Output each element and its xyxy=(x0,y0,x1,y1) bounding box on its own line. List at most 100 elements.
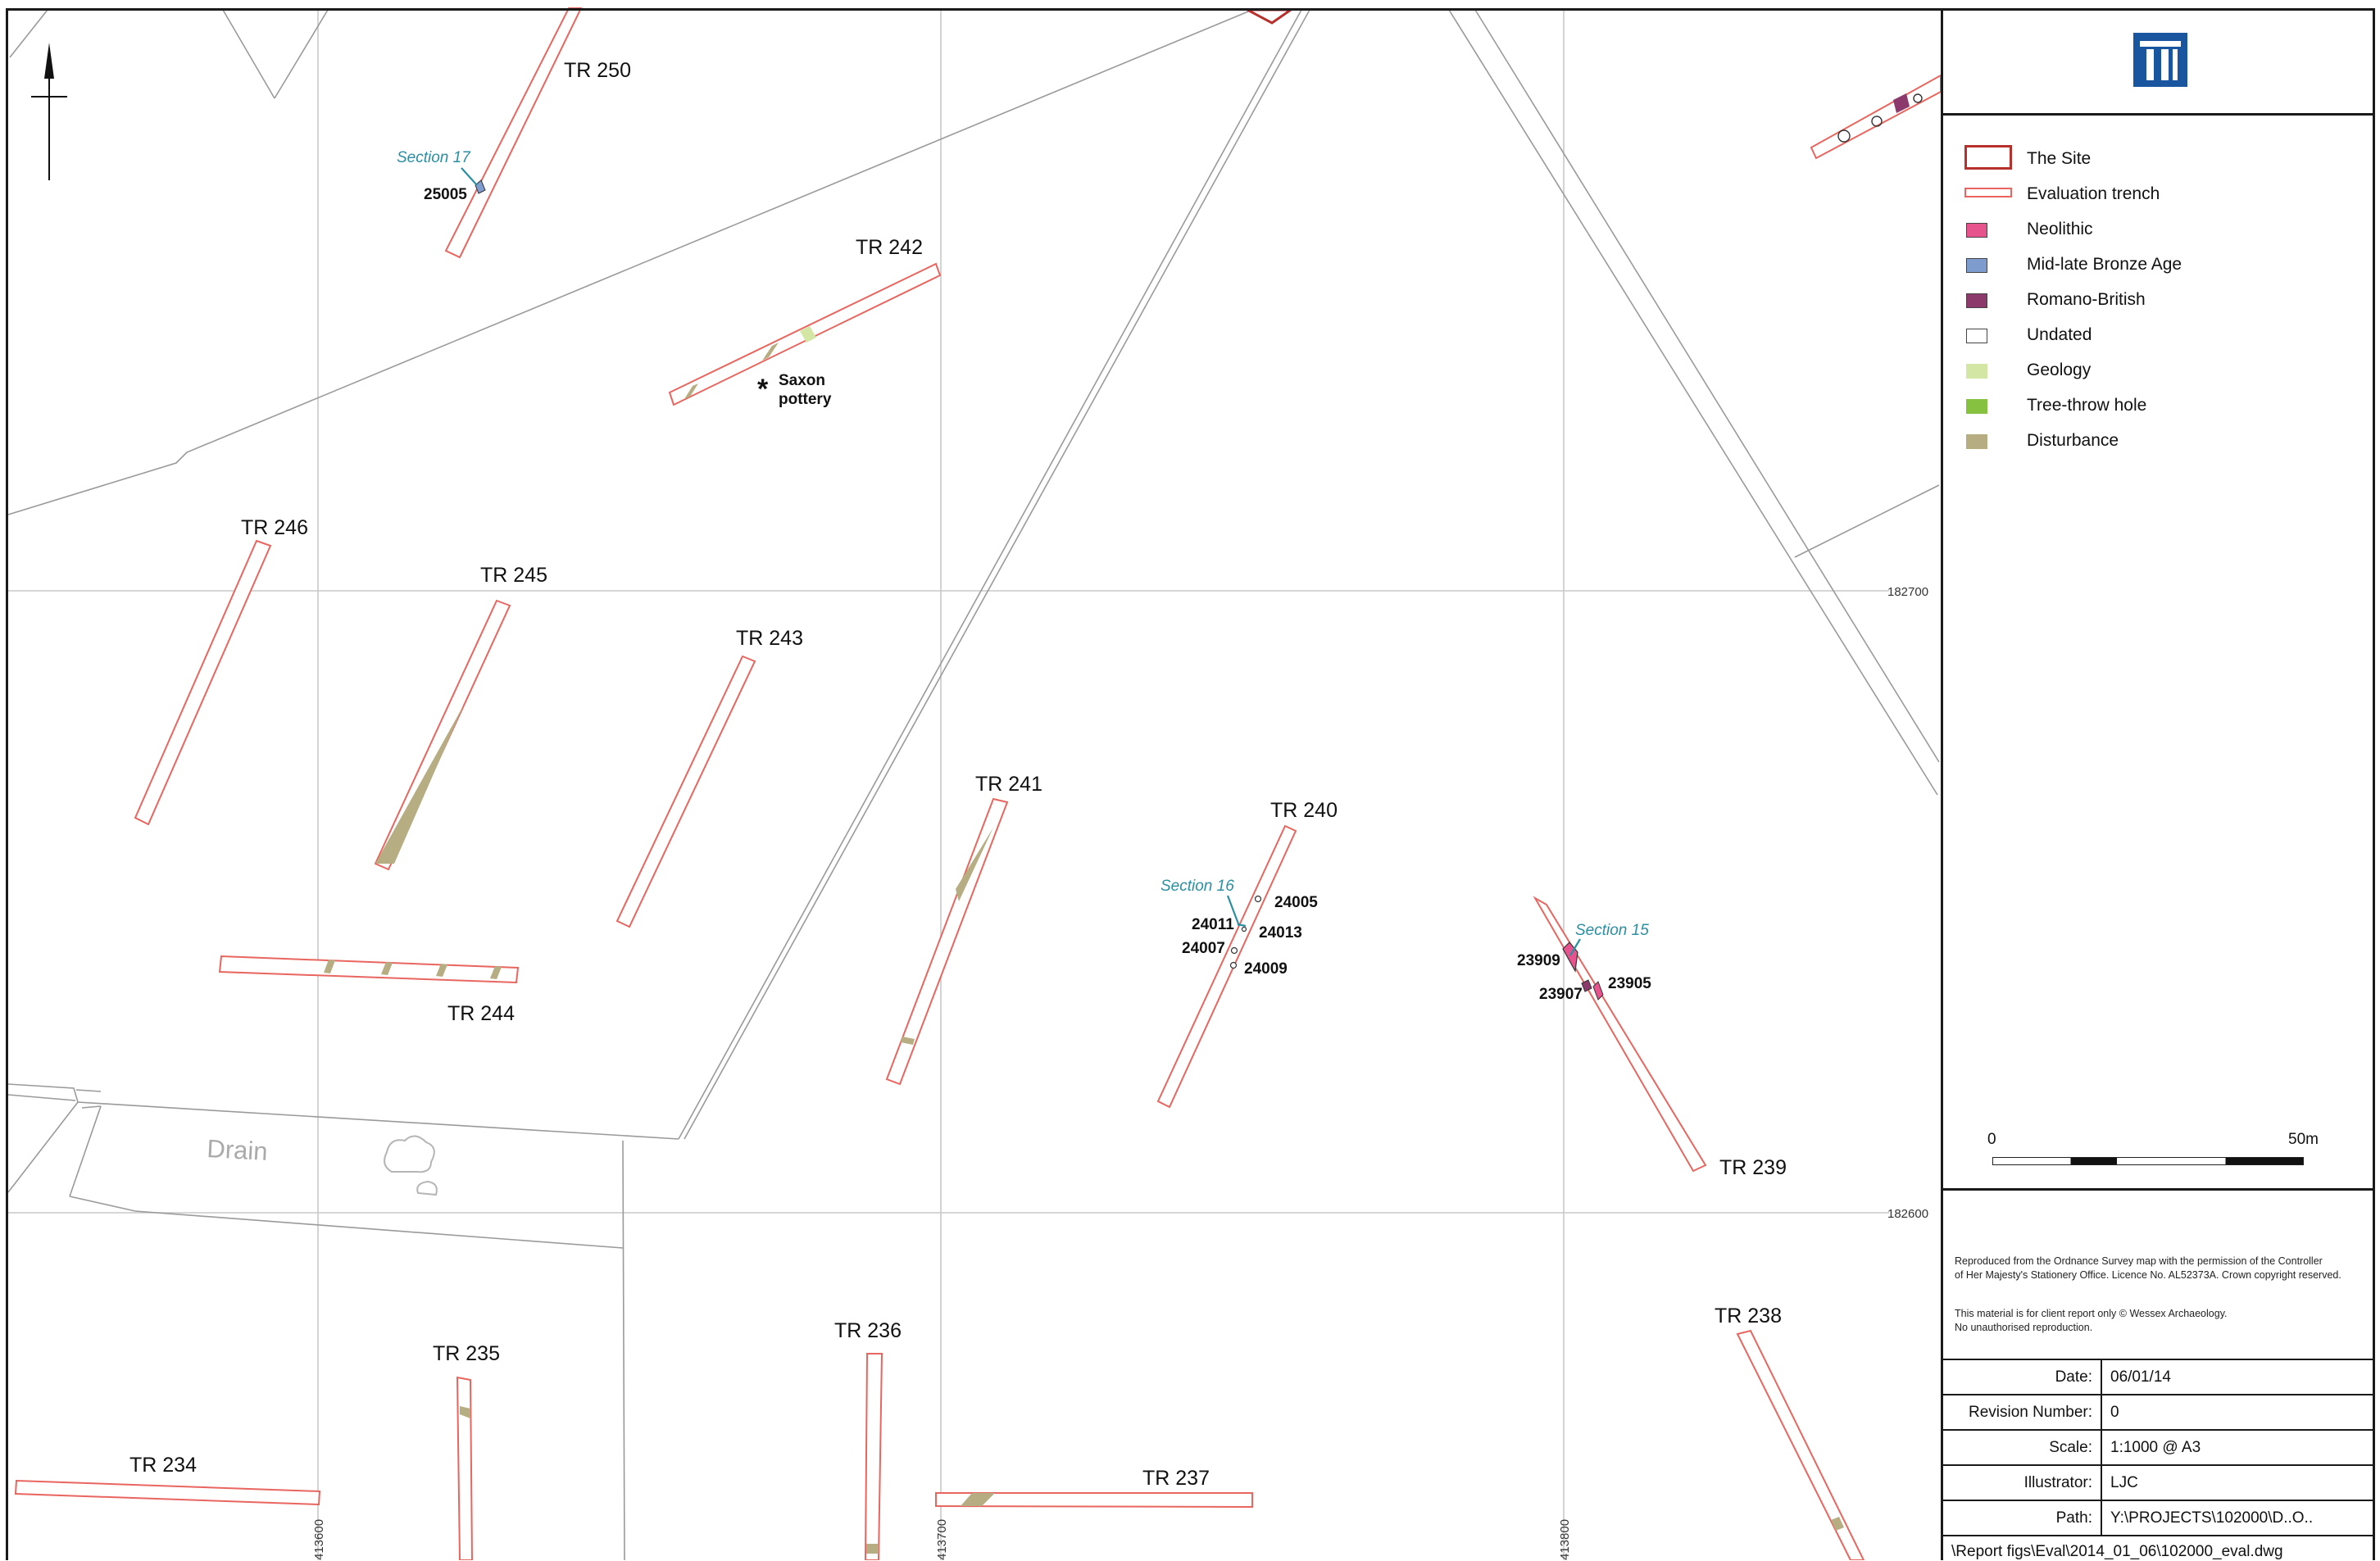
path-label: Path: xyxy=(1943,1500,2102,1536)
scale-bar: 0 50m xyxy=(1987,1131,2319,1180)
find-label-pottery: pottery xyxy=(779,391,832,408)
drain-label: Drain xyxy=(207,1134,269,1166)
path-continuation: \Report figs\Eval\2014_01_06\102000_eval… xyxy=(1951,1543,2283,1560)
info-row-date: Date: 06/01/14 xyxy=(1943,1360,2375,1395)
grid-lines xyxy=(8,8,1889,1560)
section-label-17: Section 17 xyxy=(397,149,471,166)
feature-24007 xyxy=(1230,946,1238,955)
scale-label: Scale: xyxy=(1943,1430,2102,1466)
site-boundary xyxy=(1247,8,1295,25)
client-line: No unauthorised reproduction. xyxy=(1955,1322,2093,1333)
trench-tr236 xyxy=(864,1353,883,1560)
undated-features-ne xyxy=(1837,93,1923,143)
feature-label-24005: 24005 xyxy=(1274,894,1318,911)
legend-label: The Site xyxy=(2027,149,2092,168)
trench-label-tr243: TR 243 xyxy=(736,627,803,650)
trench-label-tr236: TR 236 xyxy=(834,1319,902,1342)
revision-value: 0 xyxy=(2101,1395,2375,1431)
scale-max-label: 50m xyxy=(2288,1131,2319,1148)
trench-label-tr234: TR 234 xyxy=(129,1454,197,1477)
disturbance-patches xyxy=(324,343,1844,1554)
feature-label-24007: 24007 xyxy=(1182,940,1225,957)
trench-label-tr239: TR 239 xyxy=(1719,1156,1787,1179)
find-label-saxon: Saxon xyxy=(779,372,825,389)
trench-tr240 xyxy=(1156,824,1297,1109)
site-boundary-swatch xyxy=(1964,145,2012,170)
tree-throw-swatch xyxy=(1966,399,1987,414)
trench-swatch xyxy=(1964,188,2012,197)
feature-label-23907: 23907 xyxy=(1539,986,1583,1003)
feature-label-25005: 25005 xyxy=(424,186,467,203)
trench-label-tr235: TR 235 xyxy=(433,1342,500,1365)
trench-tr234 xyxy=(14,1479,321,1506)
logo-area xyxy=(1943,8,2375,116)
scale-value: 1:1000 @ A3 xyxy=(2101,1430,2375,1466)
feature-25005 xyxy=(475,179,486,194)
legend-label: Disturbance xyxy=(2027,431,2119,450)
info-row-illustrator: Illustrator: LJC xyxy=(1943,1465,2375,1501)
client-line: This material is for client report only … xyxy=(1955,1308,2228,1319)
trench-tr235 xyxy=(456,1376,474,1560)
drawing-info-table: Date: 06/01/14 Revision Number: 0 Scale:… xyxy=(1943,1360,2375,1536)
feature-24009 xyxy=(1229,961,1238,969)
trench-label-tr242: TR 242 xyxy=(856,236,923,259)
basemap-boundaries xyxy=(7,9,1940,1560)
feature-label-24009: 24009 xyxy=(1244,960,1288,978)
trench-label-tr240: TR 240 xyxy=(1270,799,1338,822)
trench-tr239 xyxy=(1533,896,1707,1173)
copyright-line: of Her Majesty's Stationery Office. Lice… xyxy=(1955,1269,2341,1281)
bronze-age-swatch xyxy=(1966,258,1987,273)
tree-symbols xyxy=(384,1135,438,1196)
scale-min-label: 0 xyxy=(1987,1131,1996,1148)
find-marker-star: * xyxy=(757,374,769,405)
info-row-scale: Scale: 1:1000 @ A3 xyxy=(1943,1430,2375,1466)
geology-patch xyxy=(800,326,816,343)
illustrator-label: Illustrator: xyxy=(1943,1465,2102,1501)
trench-tr243 xyxy=(615,655,756,928)
trench-label-tr246: TR 246 xyxy=(241,516,308,539)
legend-label: Undated xyxy=(2027,325,2092,344)
romano-british-feature-ne xyxy=(1893,93,1910,113)
romano-british-swatch xyxy=(1966,293,1987,308)
date-label: Date: xyxy=(1943,1360,2102,1395)
trench-tr245 xyxy=(374,599,511,871)
easting-label-413800: 413800 xyxy=(1558,1519,1572,1560)
feature-24013 xyxy=(1241,926,1247,933)
info-row-revision: Revision Number: 0 xyxy=(1943,1395,2375,1431)
os-copyright-text: Reproduced from the Ordnance Survey map … xyxy=(1955,1255,2364,1282)
north-arrow xyxy=(31,43,67,180)
trench-label-tr244: TR 244 xyxy=(447,1002,515,1025)
northing-label-182600: 182600 xyxy=(1887,1207,1928,1221)
legend-label: Neolithic xyxy=(2027,220,2093,238)
feature-label-23905: 23905 xyxy=(1608,975,1651,992)
neolithic-swatch xyxy=(1966,223,1987,238)
northing-label-182700: 182700 xyxy=(1887,585,1928,599)
trench-tr244 xyxy=(218,955,520,984)
revision-label: Revision Number: xyxy=(1943,1395,2102,1431)
undated-swatch xyxy=(1966,329,1987,343)
legend-label: Evaluation trench xyxy=(2027,184,2160,203)
disturbance-swatch xyxy=(1966,434,1987,449)
path-value: Y:\PROJECTS\102000\D..O.. xyxy=(2101,1500,2375,1536)
feature-23905 xyxy=(1592,981,1604,1001)
trench-label-tr245: TR 245 xyxy=(480,564,547,587)
legend-label: Tree-throw hole xyxy=(2027,396,2147,415)
feature-24005 xyxy=(1254,895,1262,903)
legend-label: Mid-late Bronze Age xyxy=(2027,255,2182,274)
feature-23907 xyxy=(1581,979,1592,992)
illustrator-value: LJC xyxy=(2101,1465,2375,1501)
geology-swatch xyxy=(1966,364,1987,379)
easting-label-413600: 413600 xyxy=(312,1519,326,1560)
wessex-archaeology-logo xyxy=(2133,33,2187,87)
trench-tr237 xyxy=(935,1492,1253,1509)
site-plan-map: 182700 182600 413600 413700 413800 TR 25… xyxy=(7,7,1941,1560)
legend-label: Geology xyxy=(2027,361,2092,379)
trench-tr246 xyxy=(134,539,272,826)
trench-label-tr238: TR 238 xyxy=(1715,1305,1782,1327)
feature-label-24011: 24011 xyxy=(1192,916,1234,933)
trench-label-tr250: TR 250 xyxy=(564,59,631,82)
feature-label-23909: 23909 xyxy=(1517,952,1560,969)
title-block-panel: The Site Evaluation trench Neolithic Mid… xyxy=(1941,8,2375,1560)
copyright-line: Reproduced from the Ordnance Survey map … xyxy=(1955,1255,2323,1267)
evaluation-trenches xyxy=(14,7,1941,1560)
